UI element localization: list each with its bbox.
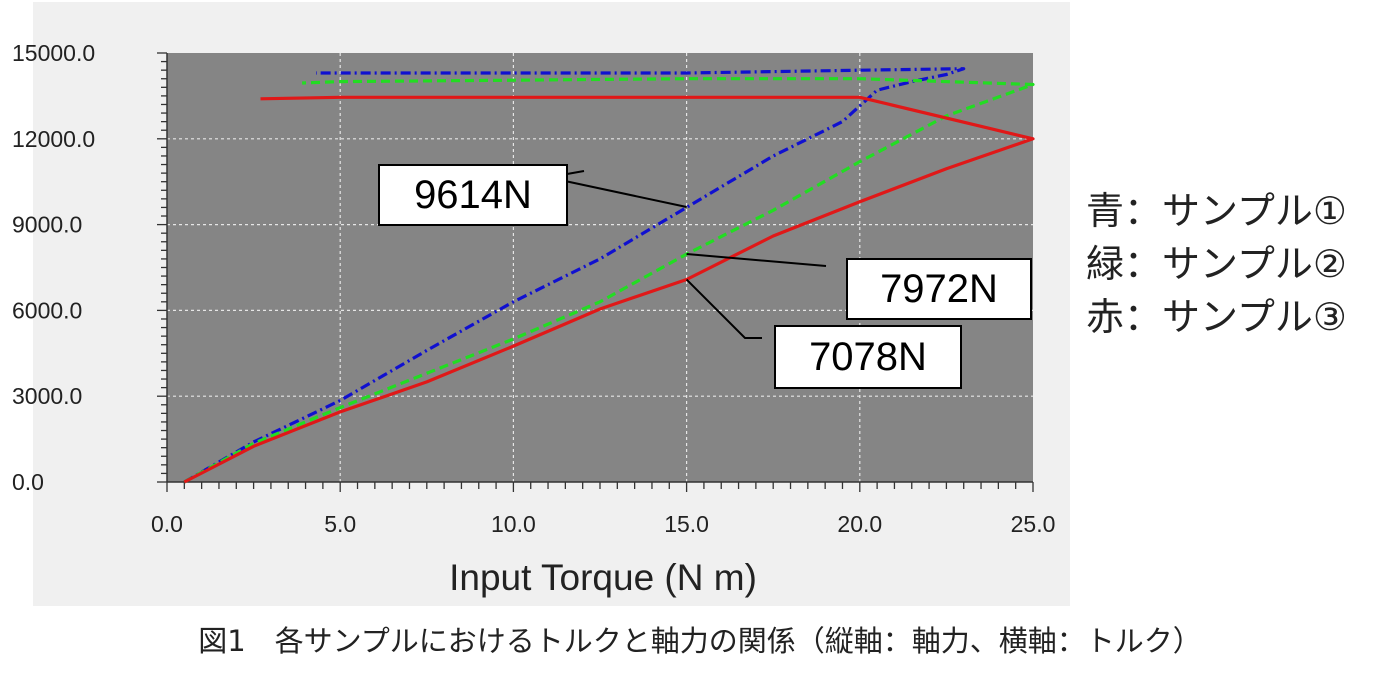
figure-caption: 図1 各サンプルにおけるトルクと軸力の関係（縦軸：軸力、横軸：トルク）: [198, 624, 1202, 658]
callout-leader-2: [686, 253, 827, 267]
legend-sample-1: 青：サンプル①: [1086, 189, 1347, 233]
legend-sample-3: 赤：サンプル③: [1086, 295, 1347, 339]
y-tick-label: 15000.0: [12, 40, 95, 66]
x-tick-label: 15.0: [664, 511, 709, 537]
callout-7972N: 7972N: [846, 258, 1032, 320]
y-tick-label: 12000.0: [12, 126, 95, 152]
x-tick-label: 20.0: [837, 511, 882, 537]
x-tick-label: 25.0: [1011, 511, 1056, 537]
series-layer: [183, 67, 1035, 484]
axes: 0.0 5.0 10.0 15.0 20.0 25.0 0.0 3000.0 6000.0 900…: [12, 40, 1055, 537]
series-line-3: [183, 95, 1035, 484]
x-tick-label: 10.0: [491, 511, 536, 537]
x-tick-label: 5.0: [324, 511, 356, 537]
legend-sample-2: 緑：サンプル②: [1086, 242, 1347, 286]
y-tick-label: 9000.0: [12, 212, 82, 238]
y-tick-label: 0.0: [12, 469, 44, 495]
x-axis-label: Input Torque (N m): [449, 557, 757, 598]
callout-9614N: 9614N: [378, 164, 568, 226]
callout-7078N: 7078N: [774, 325, 962, 389]
series-line-1: [183, 67, 966, 484]
y-tick-label: 3000.0: [12, 383, 82, 409]
y-tick-label: 6000.0: [12, 297, 82, 323]
x-tick-label: 0.0: [151, 511, 183, 537]
callout-leader-3: [685, 278, 762, 339]
